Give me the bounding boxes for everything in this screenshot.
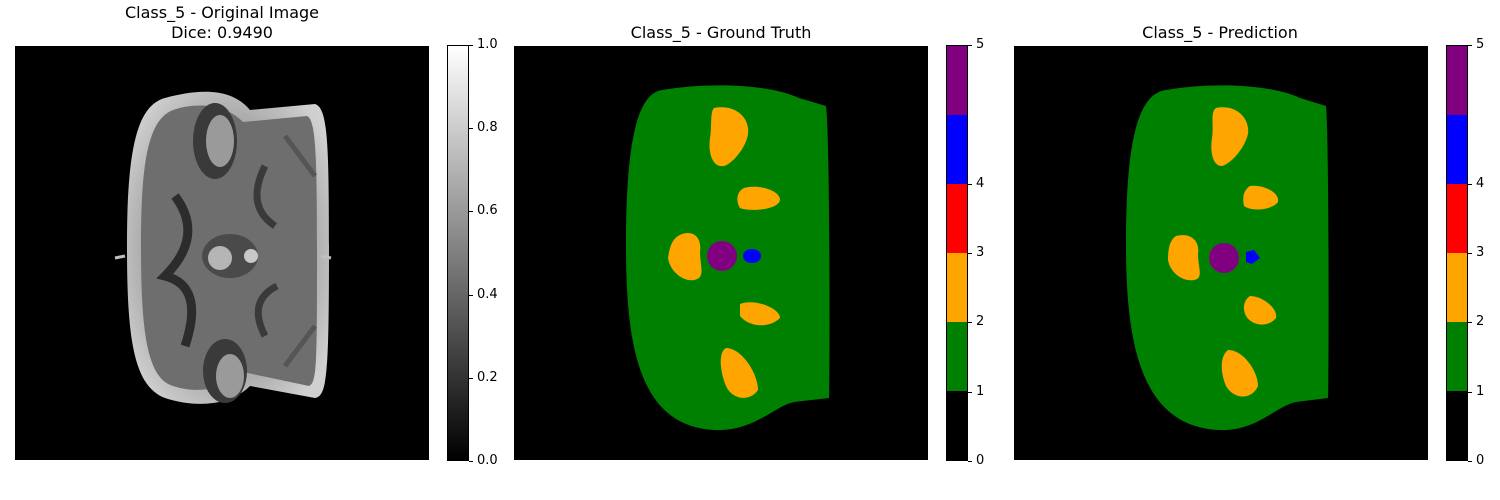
colorbar-tick-mark (1468, 461, 1472, 462)
colorbar-tick-label: 5 (1476, 37, 1485, 52)
class-3-swatch (947, 184, 967, 253)
colorbar-tick-label: 0 (1476, 453, 1485, 468)
colorbar-tick-label: 0.2 (477, 370, 498, 385)
class-1-swatch (947, 322, 967, 391)
colorbar-tick-mark (1468, 45, 1472, 46)
colorbar-tick-label: 4 (1476, 176, 1485, 191)
colorbar-tick-label: 5 (976, 37, 985, 52)
colorbar-tick-label: 1 (976, 384, 985, 399)
colorbar-tick-label: 3 (976, 245, 985, 260)
colorbar-tick-mark (469, 461, 473, 462)
ground-truth-title-line: Class_5 - Ground Truth (630, 23, 812, 42)
colorbar-tick-label: 0.8 (477, 120, 498, 135)
dice-score-label: Dice: 0.9490 (171, 23, 273, 42)
ground-truth-class-colorbar (946, 45, 968, 461)
colorbar-tick-mark (1468, 322, 1472, 323)
colorbar-tick-mark (1468, 392, 1472, 393)
colorbar-tick-label: 3 (1476, 245, 1485, 260)
colorbar-tick-mark (968, 253, 972, 254)
class-2-swatch (1447, 253, 1467, 322)
colorbar-tick-mark (469, 295, 473, 296)
original-mri-image (15, 46, 429, 460)
colorbar-tick-mark (469, 128, 473, 129)
class-5-swatch (1447, 46, 1467, 115)
class-3-swatch (1447, 184, 1467, 253)
original-image-title: Class_5 - Original Image Dice: 0.9490 (125, 3, 319, 43)
prediction-title-line: Class_5 - Prediction (1142, 23, 1298, 42)
class-2-swatch (947, 253, 967, 322)
colorbar-tick-mark (469, 378, 473, 379)
intensity-colorbar (447, 45, 469, 461)
colorbar-tick-mark (968, 184, 972, 185)
colorbar-tick-mark (469, 45, 473, 46)
colorbar-tick-label: 2 (976, 314, 985, 329)
colorbar-tick-label: 1 (1476, 384, 1485, 399)
colorbar-tick-label: 0.4 (477, 287, 498, 302)
class-0-swatch (1447, 391, 1467, 460)
class-0-swatch (947, 391, 967, 460)
prediction-mask (1014, 46, 1428, 460)
colorbar-tick-mark (968, 392, 972, 393)
class-1-swatch (1447, 322, 1467, 391)
colorbar-tick-label: 4 (976, 176, 985, 191)
original-image-title-line: Class_5 - Original Image (124, 3, 320, 22)
colorbar-tick-mark (968, 322, 972, 323)
ground-truth-mask (514, 46, 928, 460)
class-4-swatch (947, 115, 967, 184)
colorbar-tick-mark (469, 211, 473, 212)
colorbar-tick-label: 2 (1476, 314, 1485, 329)
colorbar-tick-mark (1468, 253, 1472, 254)
colorbar-tick-mark (968, 45, 972, 46)
colorbar-tick-label: 0.0 (477, 453, 498, 468)
colorbar-tick-label: 1.0 (477, 37, 498, 52)
prediction-class-colorbar (1446, 45, 1468, 461)
colorbar-tick-label: 0 (976, 453, 985, 468)
class-5-swatch (947, 46, 967, 115)
colorbar-tick-mark (968, 461, 972, 462)
colorbar-tick-label: 0.6 (477, 203, 498, 218)
class-4-swatch (1447, 115, 1467, 184)
prediction-title: Class_5 - Prediction (1142, 23, 1298, 43)
ground-truth-title: Class_5 - Ground Truth (631, 23, 812, 43)
colorbar-tick-mark (1468, 184, 1472, 185)
